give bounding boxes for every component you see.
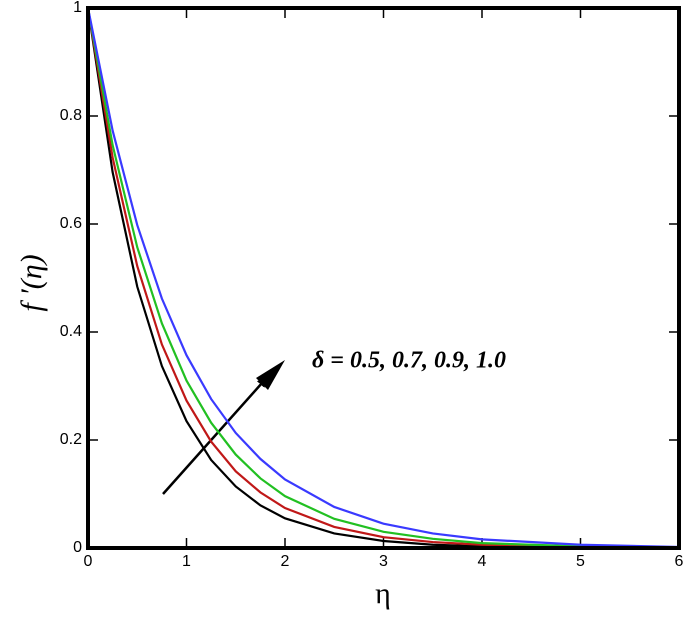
arrow [162,377,268,495]
y-axis-label: f ′(η) [15,254,48,311]
y-tick-label: 0 [73,539,82,556]
x-tick-label: 0 [84,553,93,570]
series-line [86,7,680,549]
y-tick-label: 0.6 [60,215,82,232]
x-tick-label: 2 [281,553,290,570]
x-tick-label: 3 [379,553,388,570]
y-tick-label: 1 [73,0,82,16]
x-axis-label: η [375,577,391,610]
x-tick-label: 5 [576,553,585,570]
x-tick-label: 1 [182,553,191,570]
y-tick-label: 0.2 [60,431,82,448]
series-line [86,7,680,550]
x-tick-label: 6 [675,553,684,570]
x-tick-label: 4 [478,553,487,570]
series-line [86,7,680,550]
series-line [86,7,680,549]
y-tick-label: 0.4 [60,323,82,340]
arrow-head [256,360,285,390]
y-tick-label: 0.8 [60,107,82,124]
annotation: δ = 0.5, 0.7, 0.9, 1.0 [312,348,506,374]
plot-frame [86,6,681,550]
